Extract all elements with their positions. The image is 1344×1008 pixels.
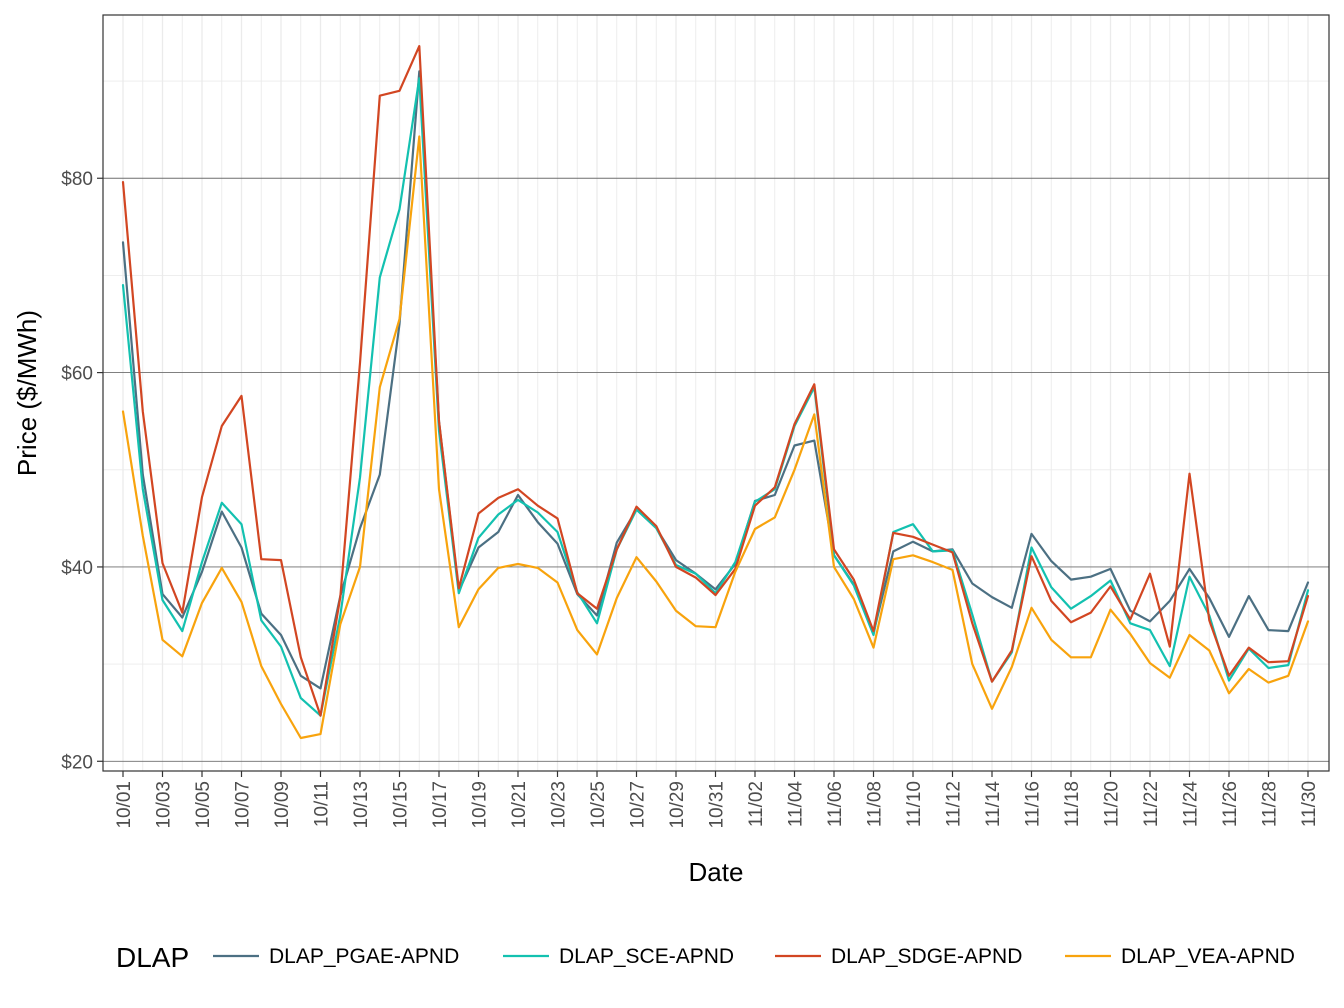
series-line-dlap-pgae-apnd [121,70,1310,690]
legend: DLAP DLAP_PGAE-APND DLAP_SCE-APND DLAP_SDG… [116,942,1295,973]
series-line-dlap-sdge-apnd [121,44,1310,717]
x-tick-label: 10/15 [391,781,412,829]
series-lines [121,44,1310,740]
x-tick-label: 11/10 [904,781,925,827]
x-tick-label: 11/04 [786,781,807,828]
y-axis: $20 $40 $60 $80 [61,169,103,773]
x-tick-label: 10/19 [470,781,491,829]
legend-label: DLAP_SCE-APND [559,945,734,968]
legend-label: DLAP_VEA-APND [1121,945,1295,968]
minor-grid [103,15,1329,771]
x-tick-label: 11/30 [1299,781,1320,827]
legend-title: DLAP [116,942,189,973]
x-tick-label: 11/06 [825,781,846,827]
x-tick-label: 10/13 [351,781,372,829]
x-tick-label: 10/07 [233,781,254,829]
y-tick-label: $40 [61,558,93,579]
x-axis: 10/01 10/03 10/05 10/07 10/09 10/11 10/13 10/15… [114,771,1320,829]
x-tick-label: 11/26 [1220,781,1241,827]
x-tick-label: 11/08 [865,781,886,827]
x-tick-label: 11/02 [746,781,767,827]
x-tick-label: 11/24 [1181,781,1202,828]
x-tick-label: 11/14 [983,781,1004,828]
x-tick-label: 11/20 [1102,781,1123,827]
y-tick-label: $80 [61,169,93,190]
x-tick-label: 10/21 [509,781,530,829]
y-tick-label: $60 [61,364,93,385]
series-line-dlap-vea-apnd [121,135,1310,740]
x-tick-label: 11/16 [1023,781,1044,827]
x-tick-label: 10/09 [272,781,293,829]
major-grid [103,15,1329,771]
y-tick-label: $20 [61,752,93,773]
x-tick-label: 10/11 [312,781,333,827]
x-tick-label: 10/23 [549,781,570,829]
x-tick-label: 10/01 [114,781,135,829]
x-tick-label: 10/25 [588,781,609,829]
x-tick-label: 10/29 [667,781,688,829]
x-tick-label: 10/03 [154,781,175,829]
x-tick-label: 10/17 [430,781,451,829]
x-tick-label: 10/05 [193,781,214,829]
x-tick-label: 11/22 [1141,781,1162,827]
x-tick-label: 10/27 [628,781,649,829]
legend-label: DLAP_PGAE-APND [269,945,459,968]
x-tick-label: 11/18 [1062,781,1083,827]
x-axis-title: Date [689,857,744,887]
x-tick-label: 10/31 [707,781,728,829]
x-tick-label: 11/12 [944,781,965,827]
y-axis-title: Price ($/MWh) [12,310,42,476]
x-tick-label: 11/28 [1260,781,1281,827]
legend-label: DLAP_SDGE-APND [831,945,1022,968]
